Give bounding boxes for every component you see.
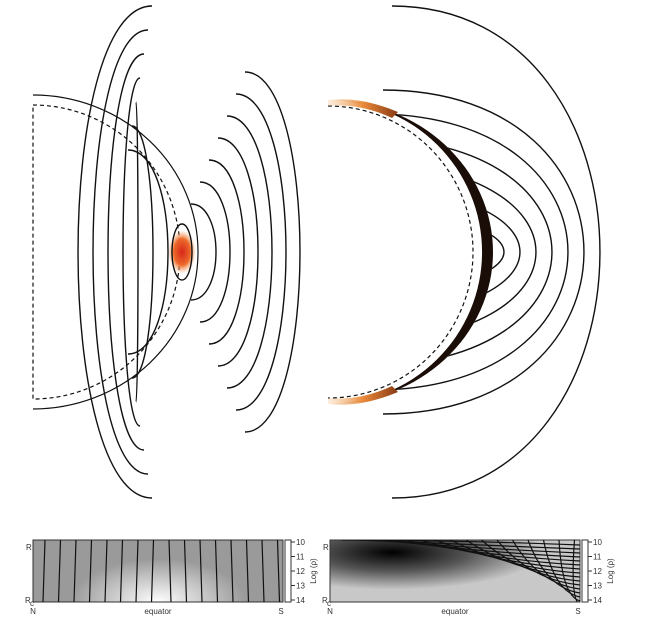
field-line — [209, 160, 244, 344]
panel-left — [33, 6, 300, 498]
colorbar-label: 11 — [593, 553, 602, 562]
colorbar-label: 14 — [593, 596, 602, 605]
field-line — [218, 138, 258, 366]
field-line — [78, 6, 152, 498]
colorbar-title: Log (ρ) — [606, 558, 615, 584]
panel-right — [328, 6, 600, 498]
colorbar-label: 12 — [593, 567, 602, 576]
colorbar-label: 10 — [593, 538, 602, 547]
figure: RRcNequatorS1011121314Log (ρ)RRcNequator… — [0, 0, 646, 618]
x-label: N — [327, 607, 333, 616]
field-line — [227, 116, 272, 388]
field-line — [200, 182, 230, 322]
colorbar — [582, 540, 588, 602]
x-label: equator — [144, 607, 171, 616]
colorbar — [285, 540, 291, 602]
colorbar-title: Log (ρ) — [309, 558, 318, 584]
density-map — [33, 540, 283, 602]
x-label: equator — [441, 607, 468, 616]
star-disc — [328, 100, 493, 404]
x-label: S — [278, 607, 283, 616]
x-label: S — [575, 607, 580, 616]
colorbar-label: 14 — [296, 596, 305, 605]
x-label: N — [30, 607, 36, 616]
colorbar-label: 13 — [593, 582, 602, 591]
axis-label: R — [323, 543, 329, 552]
axis-label: R — [26, 543, 32, 552]
colorbar-label: 10 — [296, 538, 305, 547]
colorbar-label: 13 — [296, 582, 305, 591]
colorbar-label: 12 — [296, 567, 305, 576]
colorbar-label: 11 — [296, 553, 305, 562]
